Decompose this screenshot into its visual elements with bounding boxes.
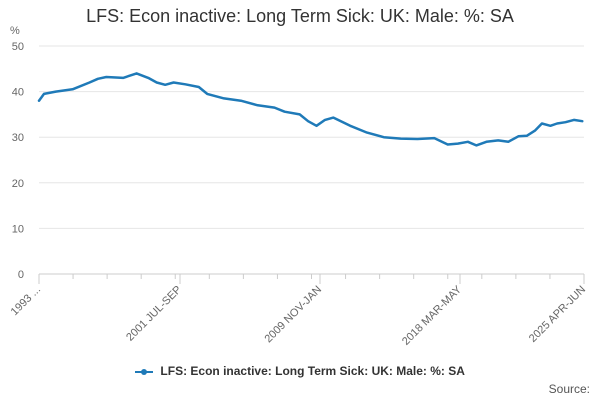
series-line-0	[37, 72, 584, 147]
legend-swatch	[135, 368, 154, 375]
x-tick-label: 1993 ...	[9, 284, 43, 318]
source-label: Source:	[548, 382, 590, 396]
x-tick-label: 2018 MAR-MAY	[400, 283, 465, 348]
legend-label: LFS: Econ inactive: Long Term Sick: UK: …	[160, 364, 465, 378]
chart-title: LFS: Econ inactive: Long Term Sick: UK: …	[86, 6, 514, 26]
y-axis-unit-label: %	[10, 25, 20, 37]
y-tick-label-0: 0	[18, 269, 24, 281]
x-tick-label: 2025 APR-JUN	[527, 284, 588, 345]
y-tick-label-40: 40	[12, 87, 24, 99]
x-tick-label: 2009 NOV-JAN	[262, 284, 324, 346]
y-tick-label-20: 20	[12, 178, 24, 190]
y-tick-label-10: 10	[12, 223, 24, 235]
legend[interactable]: LFS: Econ inactive: Long Term Sick: UK: …	[0, 364, 600, 378]
y-tick-label-50: 50	[12, 41, 24, 53]
y-tick-label-30: 30	[12, 132, 24, 144]
x-tick-label: 2001 JUL-SEP	[124, 284, 184, 344]
